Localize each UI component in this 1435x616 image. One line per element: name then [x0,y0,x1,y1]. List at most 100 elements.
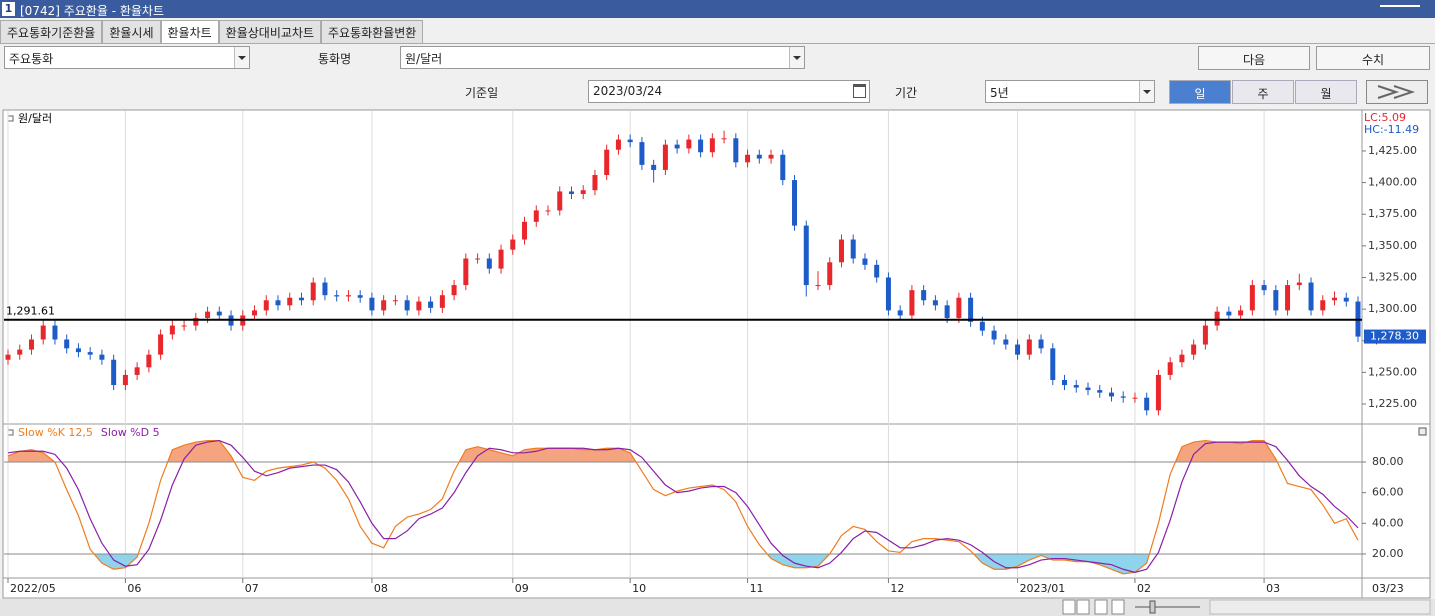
figures-button[interactable]: 수치 [1316,46,1430,70]
x-tick-label: 08 [374,582,388,595]
candle-body [334,295,340,297]
date-input[interactable]: 2023/03/24 [588,80,870,103]
candle-body [580,190,586,194]
tool-icons[interactable] [1209,599,1431,615]
candle-body [968,297,974,322]
candle-body [428,301,434,308]
tab[interactable]: 환율상대비교차트 [218,20,321,43]
candle-body [64,339,70,349]
candle-body [862,258,868,265]
y-tick-label: 1,425.00 [1368,144,1417,157]
x-tick-label: 11 [750,582,764,595]
group-select[interactable]: 주요통화 [4,46,250,69]
currency-select[interactable]: 원/달러 [400,46,805,69]
candle-body [709,138,715,153]
candle-body [158,334,164,355]
y-tick-label: 60.00 [1372,486,1404,499]
window-buttons[interactable] [1380,5,1420,13]
candle-body [756,154,762,159]
scroll-button[interactable] [1111,599,1125,615]
candle-body [1296,282,1302,286]
stat-label: HC:-11.49 [1364,123,1419,136]
candle-body [345,295,351,297]
candle-body [979,321,985,331]
candle-body [287,297,293,306]
candle-body [310,282,316,301]
candle-body [298,297,304,301]
candle-body [745,154,751,163]
forward-button[interactable] [1366,80,1428,104]
candle-body [1085,387,1091,391]
candle-body [815,285,821,287]
candle-body [568,191,574,194]
scroll-button[interactable] [1062,599,1076,615]
candle-body [838,239,844,263]
x-tick-label: 2022/05 [10,582,56,595]
last-price-tag [1364,329,1426,344]
candle-body [874,264,880,278]
period-value: 5년 [990,86,1009,100]
candle-body [1073,385,1079,388]
y-tick-label: 1,350.00 [1368,239,1417,252]
candle-body [827,262,833,286]
tab[interactable]: 환율차트 [160,20,219,43]
candle-body [1038,339,1044,349]
candle-body [533,210,539,222]
calendar-icon[interactable] [853,84,866,98]
candle-body [921,290,927,301]
dropdown-arrow[interactable] [1139,81,1154,102]
candle-body [1332,297,1338,301]
y-tick-label: 20.00 [1372,547,1404,560]
candle-body [134,367,140,375]
candle-body [780,154,786,181]
candle-body [721,138,727,140]
x-tick-label: 12 [890,582,904,595]
candle-body [1343,297,1349,302]
candle-body [909,290,915,316]
candle-body [146,354,152,368]
period-select[interactable]: 5년 [985,80,1155,103]
candle-body [604,149,610,176]
candle-body [40,325,46,340]
tab[interactable]: 환율시세 [102,20,161,43]
tab-bar: 주요통화기준환율 환율시세 환율차트 환율상대비교차트 주요통화환율변환 [0,20,424,43]
candle-body [216,311,222,316]
candle-body [17,349,23,355]
candle-body [392,300,398,302]
legend-icon [7,429,14,436]
date-value: 2023/03/24 [593,84,663,98]
x-tick-label: 02 [1137,582,1151,595]
candle-body [674,144,680,149]
y-tick-label: 1,325.00 [1368,270,1417,283]
tab[interactable]: 주요통화환율변환 [321,20,424,43]
interval-button[interactable]: 일 [1169,80,1231,104]
interval-button[interactable]: 월 [1295,80,1357,104]
legend-icon [7,115,14,122]
chevron [1393,85,1416,99]
candle-body [1261,285,1267,291]
candle-body [451,285,457,296]
next-button[interactable]: 다음 [1198,46,1310,70]
dropdown-arrow[interactable] [234,47,249,68]
reference-label: 1,291.61 [6,305,55,318]
candle-body [52,325,58,340]
candle-body [1120,396,1126,398]
candle-body [463,258,469,286]
zoom-thumb[interactable] [1149,600,1156,614]
candle-body [1308,282,1314,311]
candle-body [439,295,445,308]
dropdown-arrow[interactable] [789,47,804,68]
candle-body [956,297,962,318]
legend-entry: Slow %K 12,5 [18,426,93,439]
candle-body [1144,397,1150,411]
candle-body [1238,310,1244,316]
pane-close[interactable] [1418,427,1427,436]
scroll-button[interactable] [1094,599,1108,615]
scroll-button[interactable] [1076,599,1090,615]
candle-body [1273,290,1279,311]
interval-button[interactable]: 주 [1232,80,1294,104]
tab[interactable]: 주요통화기준환율 [0,20,103,43]
candle-body [275,300,281,306]
candle-body [522,221,528,240]
